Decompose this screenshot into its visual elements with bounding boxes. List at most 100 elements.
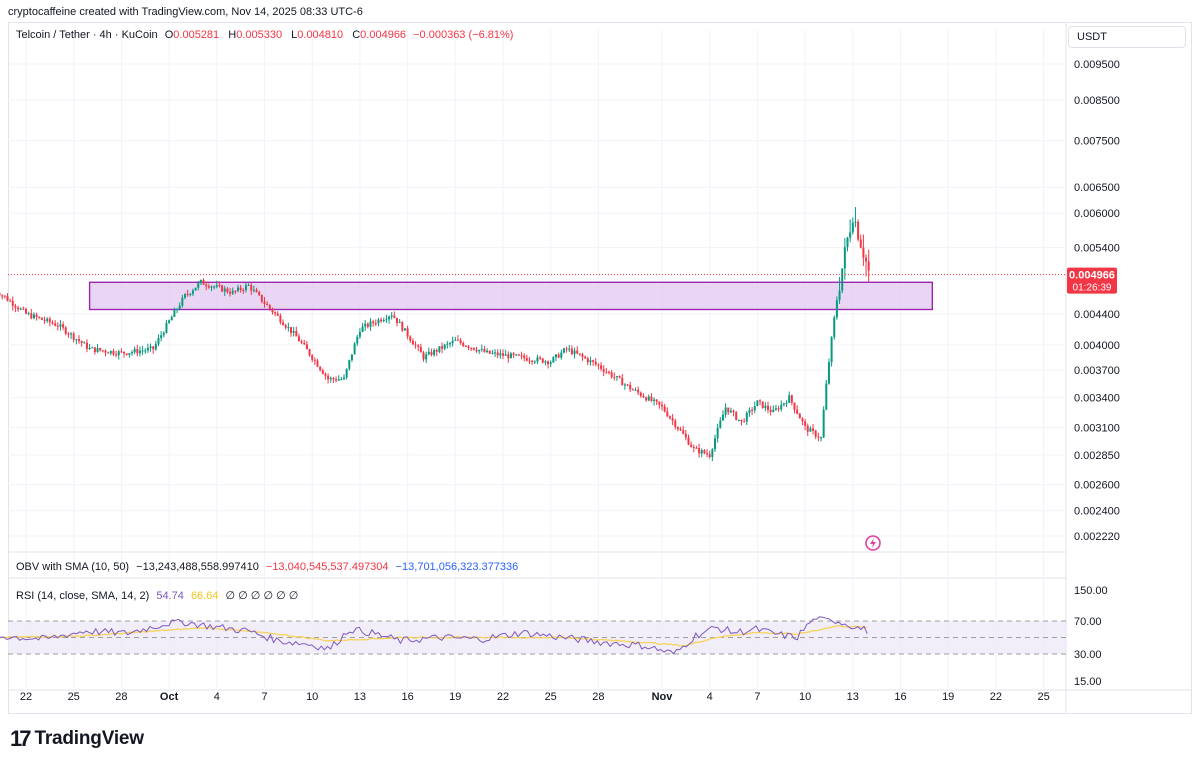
tradingview-logo-icon: 17 [10, 726, 32, 751]
candle-body [865, 257, 868, 262]
last-price-badge[interactable] [1067, 267, 1117, 294]
candle-body [573, 350, 576, 355]
candle-body [361, 326, 364, 332]
candle-body [629, 384, 632, 390]
symbol-title[interactable]: Telcoin / Tether · 4h · KuCoin [16, 29, 158, 41]
candle-body [525, 358, 528, 361]
candle-body [438, 346, 441, 352]
ohlc-legend: Telcoin / Tether · 4h · KuCoin O0.005281… [16, 29, 517, 41]
rsi-tick-label: 15.00 [1074, 676, 1102, 688]
candle-body [862, 247, 865, 258]
candle-body [806, 425, 809, 432]
candle-body [120, 351, 123, 353]
candle-body [658, 401, 661, 405]
candle-body [499, 353, 502, 356]
candle-body [523, 355, 526, 359]
candle-body [769, 409, 772, 412]
candle-body [274, 312, 277, 314]
y-tick-label: 0.004400 [1074, 309, 1120, 321]
candle-body [9, 300, 12, 302]
candle-body [788, 395, 791, 403]
candle-body [586, 358, 589, 363]
candle-body [290, 327, 292, 333]
candle-body [149, 346, 152, 348]
candle-body [732, 410, 735, 413]
candle-body [284, 325, 287, 328]
candle-body [218, 285, 221, 287]
candle-body [316, 360, 319, 367]
open-label: O [164, 29, 174, 41]
rsi-tick-label: 150.00 [1074, 585, 1108, 597]
candle-body [292, 330, 295, 333]
obv-value-1: −13,243,488,558.997410 [136, 561, 259, 573]
y-tick-label: 0.007500 [1074, 136, 1120, 148]
obv-title[interactable]: OBV with SMA (10, 50) [16, 561, 130, 573]
candle-body [478, 349, 481, 352]
candle-body [854, 221, 857, 223]
candle-body [441, 346, 444, 349]
candle-body [459, 340, 462, 343]
candle-body [451, 340, 454, 344]
candle-body [512, 353, 515, 355]
candle-body [311, 355, 314, 360]
candle-body [790, 395, 793, 403]
candle-body [634, 389, 637, 391]
candle-body [131, 352, 133, 354]
candle-body [496, 352, 499, 356]
candle-body [250, 285, 253, 291]
candle-body [165, 322, 168, 333]
tradingview-logo[interactable]: 17 TradingView [10, 726, 144, 752]
candle-body [369, 321, 372, 327]
x-tick-label: 13 [354, 691, 366, 703]
last-price-countdown: 01:26:39 [1073, 283, 1112, 294]
candle-body [411, 340, 414, 345]
candle-body [621, 377, 624, 386]
candle-body [433, 349, 436, 355]
low-value: 0.004810 [297, 29, 344, 41]
candle-body [578, 353, 581, 355]
x-tick-label: 7 [261, 691, 267, 703]
candle-body [557, 354, 560, 358]
candle-body [54, 323, 57, 326]
x-tick-label: 25 [545, 691, 557, 703]
candle-body [67, 333, 70, 335]
lightning-icon[interactable] [865, 535, 881, 551]
candle-body [698, 447, 701, 454]
candle-body [19, 308, 22, 310]
candle-body [706, 453, 709, 455]
candle-body [422, 352, 425, 360]
candle-body [486, 350, 489, 353]
candle-body [475, 349, 478, 352]
candle-body [780, 404, 783, 410]
candle-body [237, 287, 239, 291]
candle-body [268, 305, 271, 309]
candle-body [668, 416, 671, 419]
candle-body [125, 353, 128, 355]
candle-body [491, 352, 494, 354]
candle-body [231, 290, 234, 294]
candle-body [419, 346, 422, 353]
currency-selector[interactable]: USDT [1068, 26, 1186, 48]
candle-body [335, 379, 338, 381]
lightning-icon [870, 538, 876, 548]
rsi-title[interactable]: RSI (14, close, SMA, 14, 2) [16, 590, 150, 602]
candle-body [59, 324, 62, 327]
candle-body [581, 354, 584, 357]
candle-body [653, 399, 656, 401]
candle-body [833, 317, 836, 338]
candle-body [536, 357, 539, 362]
candle-body [446, 343, 449, 345]
candle-body [544, 361, 547, 363]
candle-body [737, 419, 740, 421]
x-tick-label: 22 [497, 691, 509, 703]
candle-body [798, 413, 801, 419]
candle-body [11, 300, 14, 306]
candle-body [825, 383, 828, 410]
candle-body [313, 359, 316, 361]
candle-body [462, 342, 465, 346]
candle-body [504, 354, 507, 356]
candle-body [255, 289, 258, 293]
candle-body [366, 323, 369, 327]
candle-body [509, 353, 512, 359]
